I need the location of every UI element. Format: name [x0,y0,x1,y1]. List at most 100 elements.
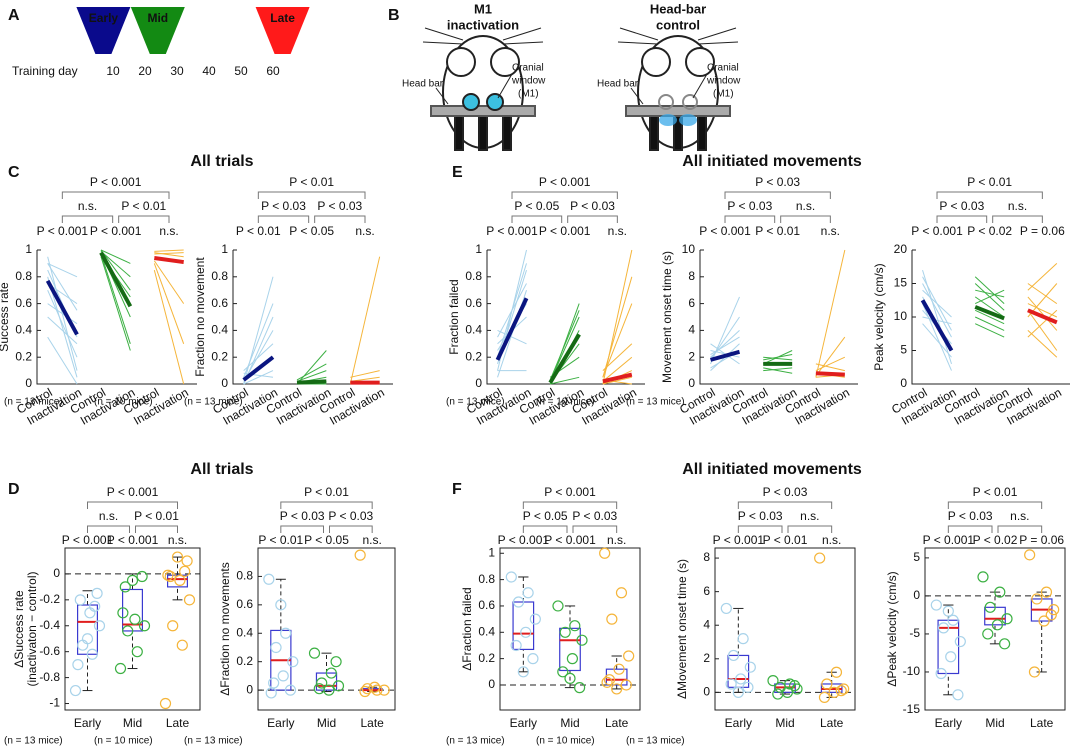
significance-label: P < 0.01 [258,533,303,547]
y-tick-label: 0.4 [478,624,495,638]
x-tick-label: Late [166,716,190,730]
significance-label: P < 0.01 [755,224,800,238]
significance-bracket [87,501,178,509]
data-point [287,656,299,668]
mouse-line [497,283,527,338]
mouse-line [154,252,184,255]
mouse-line [922,316,952,325]
mouse-line [243,343,274,371]
data-point [821,678,833,690]
data-point [162,569,174,581]
mean-line [45,279,79,336]
y-tick-label: 0 [221,376,228,390]
significance-bracket [936,215,988,223]
significance-bracket [724,215,776,223]
y-axis-label: ΔPeak velocity (cm/s) [885,571,899,686]
stage-label: Early [89,11,119,25]
mouse-line [602,303,633,378]
mean-line [99,251,133,308]
significance-label: P < 0.01 [973,485,1018,499]
mouse-line [100,256,131,351]
y-tick-label: -0.4 [39,618,60,632]
y-tick-label: 0.2 [478,651,495,665]
significance-bracket [947,501,1043,509]
data-point [308,647,321,659]
data-point [126,574,139,587]
data-point [332,680,345,692]
data-point [930,599,942,611]
y-tick-label: 0.8 [211,269,228,283]
data-point [828,686,840,698]
significance-label: P < 0.03 [727,199,772,213]
data-point [994,586,1006,598]
label: (M1) [518,89,539,100]
mouse-line [974,276,1005,304]
significance-label: n.s. [362,533,381,547]
y-tick-label: 0 [53,566,60,580]
significance-label: P < 0.05 [289,224,334,238]
significance-label: P < 0.001 [923,533,975,547]
significance-label: P < 0.01 [967,175,1012,189]
y-tick-label: 0 [488,677,495,691]
significance-label: P < 0.001 [699,224,751,238]
mouse-line [710,316,740,361]
n-note: (n = 13 mice) [446,397,505,408]
significance-label: P < 0.05 [304,533,349,547]
data-point [613,663,625,675]
significance-label: P < 0.03 [570,199,615,213]
x-tick-label: 30 [170,64,184,78]
significance-label: P < 0.05 [523,509,568,523]
significance-label: P < 0.001 [713,533,765,547]
data-point [977,571,989,583]
y-tick-label: -5 [909,626,920,640]
mouse-line [763,367,793,374]
data-point [937,622,950,634]
significance-bracket [572,525,618,533]
y-tick-label: 0 [25,376,32,390]
y-axis-label: Movement onset time (s) [660,251,674,383]
mouse-line [602,276,633,378]
significance-label: P < 0.02 [973,533,1018,547]
data-point [275,599,287,611]
n-note: (n = 13 mice) [184,397,243,408]
n-note: (n = 13 mice) [184,736,243,747]
y-tick-label: 0.2 [236,654,253,668]
label: window [706,76,741,87]
y-tick-label: 2 [703,651,710,665]
y-axis-label: Fraction no movement [193,257,207,377]
data-point [935,667,947,680]
mouse-line [922,283,952,338]
data-point [601,676,613,688]
significance-bracket [280,525,324,533]
mouse-line [815,363,845,372]
data-point [1028,666,1041,678]
panel-letter: B [388,7,400,24]
significance-label: P < 0.001 [911,224,963,238]
y-tick-label: 2 [688,349,695,363]
data-point [69,684,82,697]
x-tick-label: Mid [123,716,142,730]
label: Head bar [597,79,639,90]
mouse-line [47,316,78,345]
significance-label: P < 0.001 [544,485,596,499]
mouse-line [974,289,1005,305]
y-axis-label: Peak velocity (cm/s) [872,263,886,370]
mouse-line [549,310,580,381]
data-point [181,555,193,567]
y-tick-label: 0 [900,376,907,390]
mouse-line [350,376,380,382]
data-point [179,565,191,577]
y-tick-label: 0.8 [236,569,253,583]
x-tick-label: 20 [138,64,152,78]
significance-label: P < 0.001 [539,224,591,238]
significance-bracket [314,215,366,223]
mean-line [1027,308,1058,325]
data-point [72,659,84,671]
significance-label: P < 0.03 [948,509,993,523]
y-tick-label: -10 [903,664,921,678]
data-point [727,649,740,662]
significance-bracket [992,215,1043,223]
mouse-line [1027,263,1058,291]
significance-label: n.s. [822,533,841,547]
mouse-line [153,263,185,344]
